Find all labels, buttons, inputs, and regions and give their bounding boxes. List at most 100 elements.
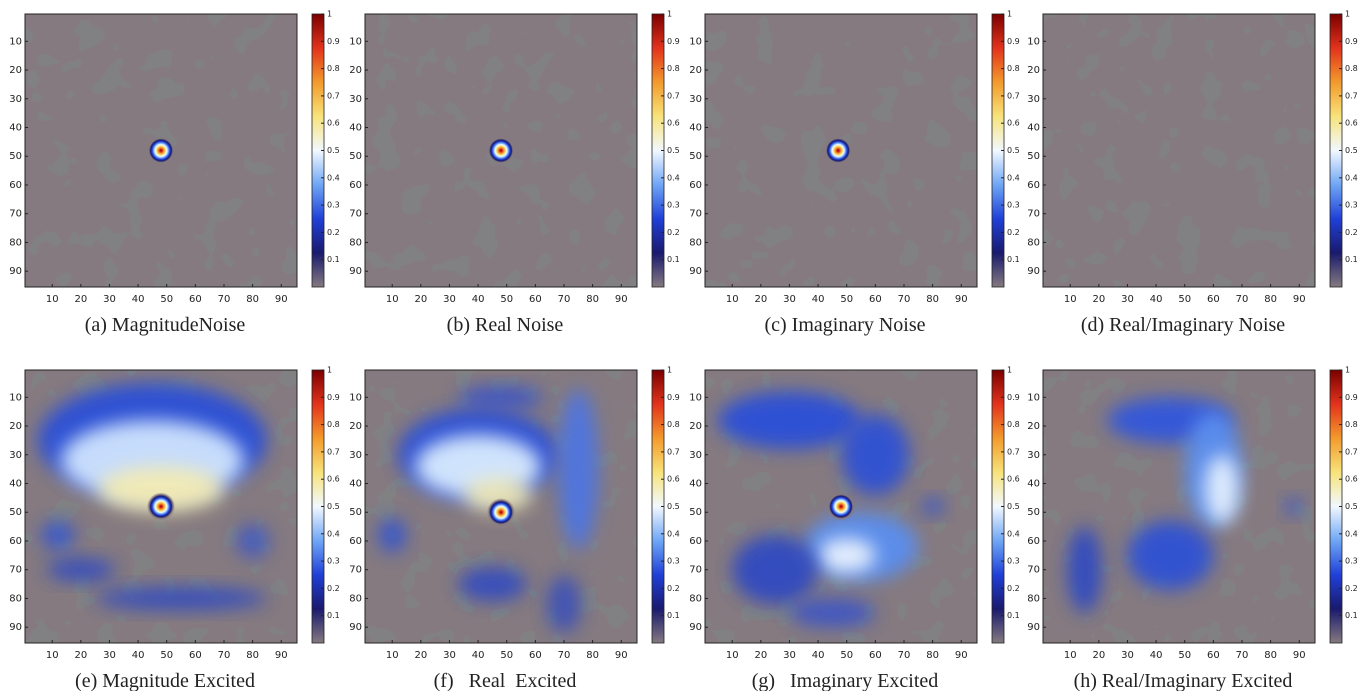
plot-area — [705, 370, 977, 643]
y-tick-label: 20 — [349, 65, 362, 76]
plot-area — [365, 370, 637, 643]
plot-frame — [364, 369, 638, 644]
panel: 10 20 30 40 50 60 70 80 90 10 20 30 40 50 60 70 80 90 0.1 0… — [689, 366, 1019, 691]
colorbar-tick-label: 0.5 — [1345, 502, 1358, 511]
colorbar-tick-label: 0.4 — [667, 529, 680, 538]
colorbar-tick-label: 0.6 — [667, 119, 680, 128]
colorbar-tick-label: 1 — [667, 366, 672, 375]
y-tick-label: 50 — [349, 151, 362, 162]
y-tick-label: 70 — [1027, 565, 1040, 576]
y-tick-label: 20 — [1027, 65, 1040, 76]
colorbar-tick-label: 0.7 — [1345, 91, 1358, 100]
caption: (a) MagnitudeNoise — [85, 314, 246, 336]
x-tick-label: 30 — [783, 650, 796, 661]
x-tick-label: 80 — [586, 650, 599, 661]
x-tick-label: 90 — [615, 294, 628, 305]
y-tick-label: 10 — [349, 392, 362, 403]
y-tick-label: 80 — [349, 237, 362, 248]
field-blob — [40, 520, 76, 550]
field-blob — [95, 586, 267, 610]
colorbar-tick-label: 0.9 — [1345, 37, 1358, 46]
colorbar-tick-label: 0.8 — [667, 420, 680, 429]
colorbar-tick-label: 0.2 — [327, 228, 340, 237]
field-blob — [458, 566, 527, 602]
x-tick-label: 60 — [529, 294, 542, 305]
colorbar-tick-label: 1 — [327, 10, 332, 19]
caption: (h) Real/Imaginary Excited — [1074, 670, 1293, 691]
y-tick-label: 80 — [689, 593, 702, 604]
y-tick-label: 80 — [1027, 237, 1040, 248]
x-tick-label: 70 — [898, 294, 911, 305]
x-tick-label: 80 — [926, 294, 939, 305]
colorbar-tick-label: 0.9 — [1007, 393, 1020, 402]
x-tick-label: 60 — [189, 650, 202, 661]
colorbar-tick-label: 0.9 — [1345, 393, 1358, 402]
colorbar-tick-label: 0.1 — [1007, 255, 1020, 264]
y-tick-label: 20 — [1027, 421, 1040, 432]
colorbar-tick-label: 0.3 — [1007, 201, 1020, 210]
field-blob — [463, 477, 533, 513]
y-tick-label: 60 — [349, 536, 362, 547]
plot-area — [365, 14, 637, 287]
colorbar-tick-label: 0.3 — [327, 201, 340, 210]
plot-area — [705, 14, 977, 287]
colorbar-tick-label: 0.2 — [1007, 584, 1020, 593]
y-tick-label: 10 — [689, 36, 702, 47]
x-tick-label: 70 — [218, 294, 231, 305]
colorbar-tick-label: 0.6 — [327, 475, 340, 484]
y-tick-label: 70 — [9, 565, 22, 576]
x-tick-label: 30 — [1121, 650, 1134, 661]
x-tick-label: 60 — [189, 294, 202, 305]
colorbar-tick-label: 0.1 — [1345, 611, 1358, 620]
panel: 10 20 30 40 50 60 70 80 90 10 20 30 40 50 60 70 80 90 0.1 0… — [1027, 366, 1357, 691]
x-tick-label: 90 — [955, 294, 968, 305]
plot-frame — [1042, 369, 1316, 644]
colorbar-tick-label: 0.6 — [1007, 475, 1020, 484]
colorbar-tick-label: 0.7 — [667, 91, 680, 100]
y-tick-label: 30 — [9, 94, 22, 105]
caption: (f) Real Excited — [434, 670, 577, 691]
y-tick-label: 60 — [9, 180, 22, 191]
y-tick-label: 70 — [1027, 209, 1040, 220]
caption: (c) Imaginary Noise — [764, 314, 925, 336]
y-tick-label: 90 — [9, 622, 22, 633]
x-tick-label: 50 — [160, 294, 173, 305]
colorbar-tick-label: 0.2 — [1007, 228, 1020, 237]
colorbar-tick-label: 0.4 — [327, 529, 340, 538]
colorbar-tick-label: 0.7 — [667, 447, 680, 456]
x-tick-label: 70 — [558, 650, 571, 661]
y-tick-label: 90 — [349, 622, 362, 633]
x-tick-label: 30 — [443, 294, 456, 305]
field-blob — [1127, 520, 1214, 590]
colorbar-tick-label: 0.1 — [327, 255, 340, 264]
y-tick-label: 60 — [1027, 536, 1040, 547]
x-tick-label: 90 — [1293, 294, 1306, 305]
plot-frame — [364, 13, 638, 288]
colorbar-tick-label: 0.4 — [327, 173, 340, 182]
field-blob — [1284, 497, 1303, 516]
y-tick-label: 40 — [349, 479, 362, 490]
colorbar-tick-label: 0.2 — [667, 584, 680, 593]
plot-frame — [704, 369, 978, 644]
x-tick-label: 40 — [132, 294, 145, 305]
y-tick-label: 10 — [1027, 392, 1040, 403]
y-tick-label: 80 — [349, 593, 362, 604]
colorbar-tick-label: 0.7 — [1007, 91, 1020, 100]
peak — [487, 498, 515, 527]
x-tick-label: 80 — [926, 650, 939, 661]
y-tick-label: 30 — [9, 450, 22, 461]
x-tick-label: 30 — [103, 294, 116, 305]
x-tick-label: 80 — [246, 294, 259, 305]
colorbar-tick-label: 0.8 — [327, 64, 340, 73]
colorbar-tick-label: 0.3 — [327, 557, 340, 566]
colorbar-tick-label: 0.3 — [1345, 201, 1358, 210]
noise-texture — [1043, 14, 1315, 287]
colorbar-tick-label: 0.8 — [667, 64, 680, 73]
plot-frame — [704, 13, 978, 288]
peak — [827, 492, 855, 521]
colorbar-tick-label: 0.6 — [1345, 119, 1358, 128]
colorbar-tick-label: 0.8 — [1345, 420, 1358, 429]
colorbar-tick-label: 0.4 — [1345, 529, 1358, 538]
colorbar-tick-label: 0.9 — [327, 393, 340, 402]
x-tick-label: 40 — [472, 294, 485, 305]
